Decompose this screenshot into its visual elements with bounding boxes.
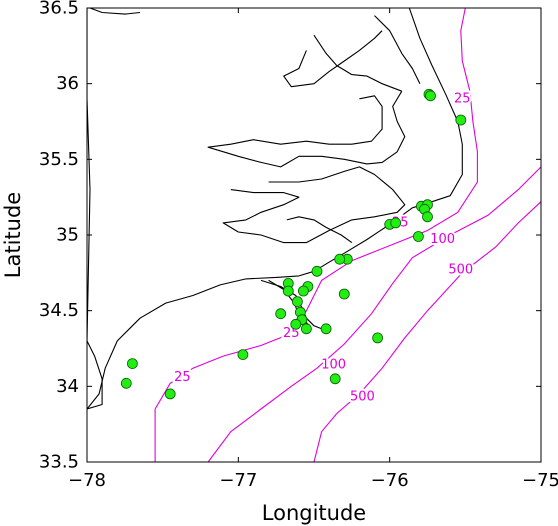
station-marker-26 [237, 349, 249, 361]
station-marker-29 [164, 388, 176, 400]
y-tick-label-1: 34 [56, 376, 79, 397]
x-tick-label-2: −76 [371, 470, 409, 491]
tick-layer: −78 −77 −76 −75 33.5 34 34.5 35 35.5 36 36.5 [39, 0, 558, 491]
station-marker-30 [329, 373, 341, 385]
x-tick-label-1: −77 [219, 470, 257, 491]
station-marker-17 [338, 288, 350, 300]
station-marker-22 [290, 318, 302, 330]
station-marker-18 [291, 296, 303, 308]
y-tick-label-6: 36.5 [39, 0, 79, 19]
y-tick-label-2: 34.5 [39, 300, 79, 321]
coastline-2 [89, 8, 141, 15]
coastline-7 [374, 15, 421, 84]
coastline-5 [283, 30, 383, 88]
contour-label-5: 100 [321, 358, 346, 373]
contour-500 [313, 201, 541, 462]
station-marker-28 [120, 377, 132, 389]
station-marker-24 [320, 323, 332, 335]
station-marker-6 [422, 211, 433, 223]
station-marker-25 [372, 332, 384, 344]
station-marker-19 [275, 308, 287, 320]
y-tick-label-3: 35 [56, 225, 79, 246]
contour-100 [207, 166, 541, 462]
coastline-10 [286, 216, 353, 244]
station-marker-14 [282, 285, 294, 297]
station-marker-27 [126, 358, 138, 370]
contour-label-4: 100 [430, 232, 455, 247]
marker-layer [120, 88, 467, 400]
station-marker-9 [412, 231, 424, 242]
plot-background [87, 8, 541, 462]
x-tick-label-3: −75 [522, 470, 558, 491]
contour-label-3: 25 [174, 370, 191, 385]
contour-label-0: 25 [454, 91, 471, 106]
coastline-9 [222, 166, 406, 244]
station-marker-1 [425, 90, 436, 102]
contour-label-6: 500 [448, 262, 473, 277]
x-axis-label: Longitude [262, 501, 366, 525]
station-marker-16 [297, 285, 309, 297]
station-marker-2 [455, 114, 467, 126]
coastline-6 [313, 34, 402, 92]
x-tick-label-0: −78 [68, 470, 106, 491]
station-marker-11 [334, 253, 346, 265]
station-marker-8 [390, 217, 402, 229]
station-marker-12 [311, 265, 323, 277]
y-axis-label: Latitude [1, 192, 25, 278]
contour-label-7: 500 [350, 389, 375, 404]
coastline-8 [207, 90, 406, 168]
y-tick-label-5: 36 [56, 73, 79, 94]
station-marker-23 [300, 323, 312, 335]
y-tick-label-4: 35.5 [39, 149, 79, 170]
y-tick-label-0: 33.5 [39, 452, 79, 473]
